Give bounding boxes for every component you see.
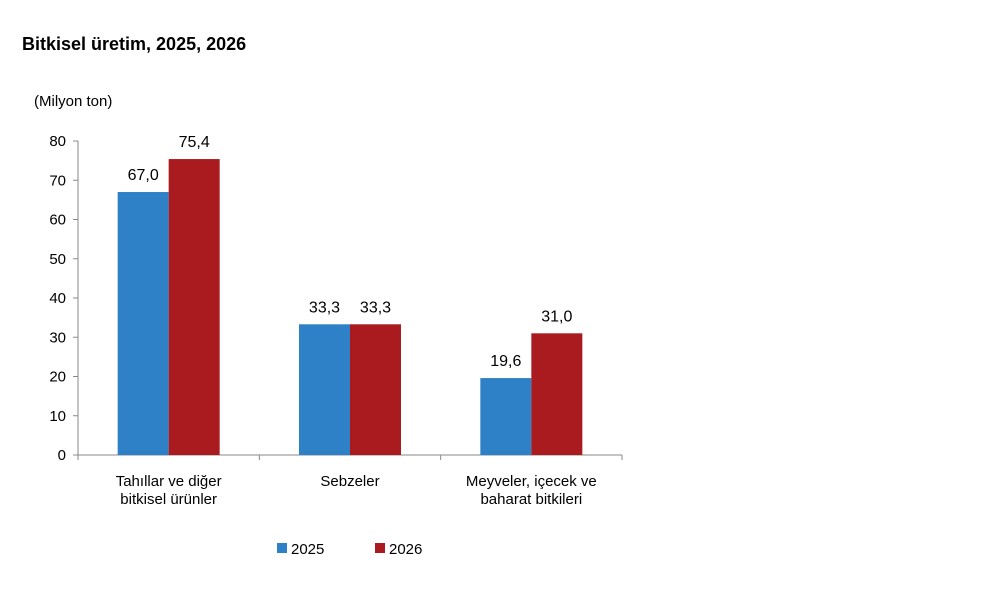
y-tick-label: 60 bbox=[49, 212, 66, 229]
bar-value-label: 33,3 bbox=[309, 299, 340, 316]
bar-2026 bbox=[168, 159, 220, 455]
y-tick-label: 40 bbox=[49, 290, 66, 307]
bar-value-label: 19,6 bbox=[490, 353, 521, 370]
legend-label-2026: 2026 bbox=[389, 541, 422, 558]
legend: 2025 2026 bbox=[277, 541, 422, 558]
y-tick-label: 80 bbox=[49, 133, 66, 150]
bar-value-label: 75,4 bbox=[179, 134, 210, 151]
x-category-label-line: baharat bitkileri bbox=[480, 491, 582, 508]
y-axis-unit-label: (Milyon ton) bbox=[34, 93, 112, 110]
bars-group bbox=[117, 159, 583, 455]
y-tick-label: 70 bbox=[49, 172, 66, 189]
y-tick-label: 10 bbox=[49, 408, 66, 425]
data-labels-group: 67,0 75,4 33,3 33,3 19,6 31,0 bbox=[128, 134, 573, 370]
chart-title: Bitkisel üretim, 2025, 2026 bbox=[22, 34, 247, 54]
x-category-label: Meyveler, içecek ve baharat bitkileri bbox=[466, 473, 597, 508]
y-tick-label: 30 bbox=[49, 329, 66, 346]
x-axis: Tahıllar ve diğer bitkisel ürünler Sebzele… bbox=[77, 454, 623, 508]
bar-value-label: 33,3 bbox=[360, 299, 391, 316]
bar-2025 bbox=[299, 324, 350, 455]
x-category-label-line: Tahıllar ve diğer bbox=[116, 473, 222, 490]
y-tick-label: 0 bbox=[58, 447, 66, 464]
y-tick-label: 50 bbox=[49, 251, 66, 268]
bar-value-label: 31,0 bbox=[541, 308, 572, 325]
bar-2026 bbox=[350, 324, 401, 455]
x-category-label-line: Sebzeler bbox=[320, 473, 379, 490]
x-category-label: Sebzeler bbox=[320, 473, 379, 490]
bar-2026 bbox=[531, 333, 583, 455]
legend-label-2025: 2025 bbox=[291, 541, 324, 558]
legend-swatch-2025 bbox=[277, 543, 287, 553]
bar-2025 bbox=[480, 378, 532, 455]
bar-2025 bbox=[117, 192, 169, 455]
x-category-label-line: bitkisel ürünler bbox=[120, 491, 217, 508]
x-category-label-line: Meyveler, içecek ve bbox=[466, 473, 597, 490]
y-tick-label: 20 bbox=[49, 369, 66, 386]
legend-swatch-2026 bbox=[375, 543, 385, 553]
bar-value-label: 67,0 bbox=[128, 167, 159, 184]
y-axis: 0 10 20 30 40 50 60 70 80 bbox=[49, 133, 79, 464]
x-category-label: Tahıllar ve diğer bitkisel ürünler bbox=[116, 473, 222, 508]
